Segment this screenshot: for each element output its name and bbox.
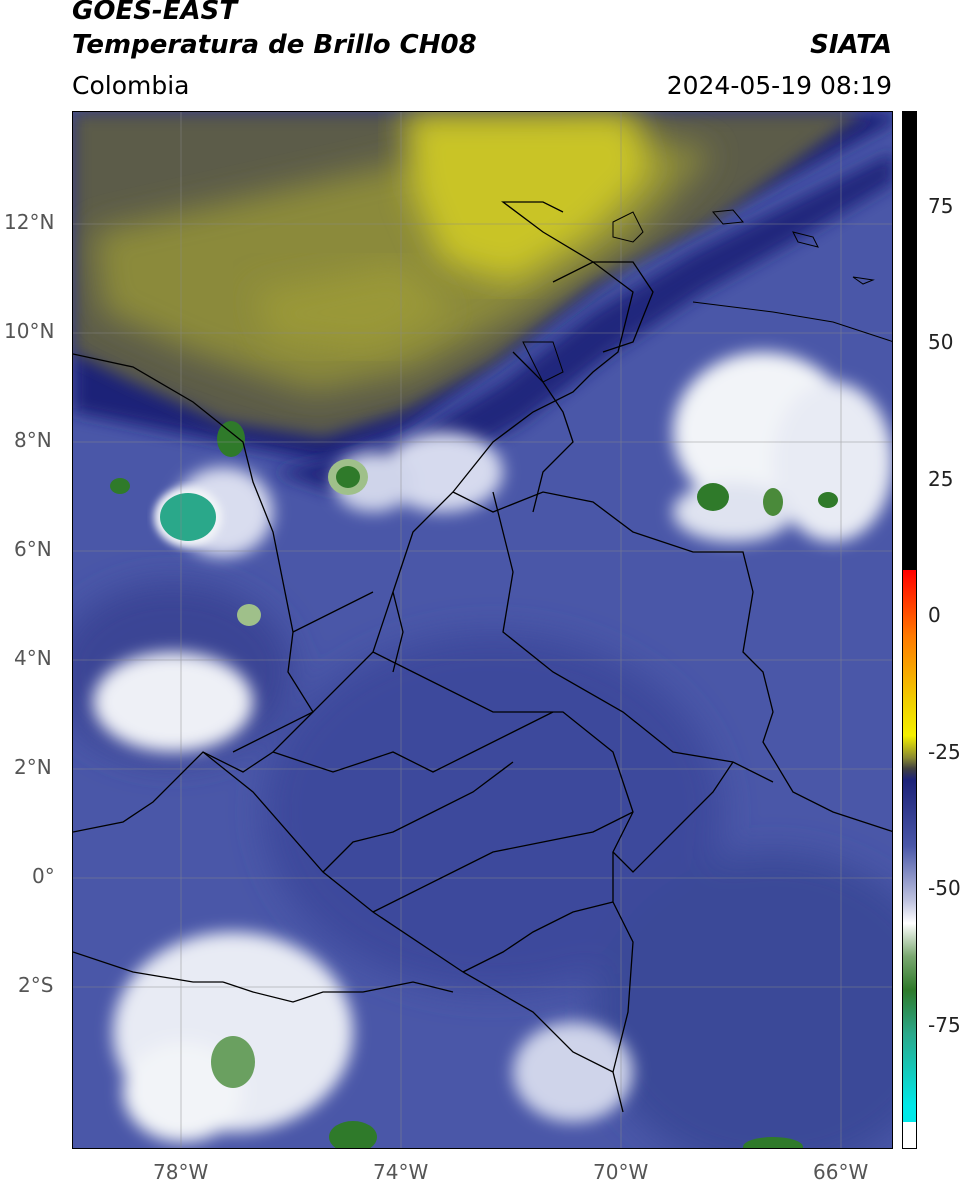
lon-label-74w: 74°W — [373, 1160, 429, 1184]
cbar-tick-minus50: -50 — [928, 876, 961, 900]
lat-label-0: 0° — [32, 864, 55, 888]
colorbar-gradient — [903, 112, 916, 1148]
lon-label-70w: 70°W — [593, 1160, 649, 1184]
timestamp-label: 2024-05-19 08:19 — [666, 71, 892, 100]
title-product: Temperatura de Brillo CH08 — [72, 30, 477, 60]
title-satellite: GOES-EAST — [72, 0, 238, 26]
cbar-tick-minus25: -25 — [928, 740, 961, 764]
cbar-tick-0: 0 — [928, 603, 941, 627]
cbar-tick-75: 75 — [928, 194, 954, 218]
lon-label-66w: 66°W — [813, 1160, 869, 1184]
lat-label-4n: 4°N — [14, 646, 52, 670]
lat-label-8n: 8°N — [14, 428, 52, 452]
moist-variation — [73, 582, 892, 1148]
lat-label-2s: 2°S — [18, 973, 54, 997]
coastline-details — [522, 209, 892, 383]
lat-label-6n: 6°N — [14, 537, 52, 561]
cbar-tick-minus75: -75 — [928, 1013, 961, 1037]
brand-label: SIATA — [810, 30, 892, 60]
cbar-tick-50: 50 — [928, 330, 954, 354]
country-borders — [73, 201, 892, 1113]
lat-label-2n: 2°N — [14, 755, 52, 779]
dry-air-region — [73, 112, 892, 462]
lon-label-78w: 78°W — [153, 1160, 209, 1184]
moist-front — [273, 152, 892, 492]
convective-cores — [110, 421, 838, 1148]
satellite-map[interactable] — [72, 111, 893, 1149]
colorbar — [902, 111, 917, 1149]
map-canvas — [73, 112, 892, 1148]
lat-label-12n: 12°N — [4, 210, 55, 234]
lat-label-10n: 10°N — [4, 319, 55, 343]
cbar-tick-25: 25 — [928, 467, 954, 491]
graticule — [73, 112, 892, 1148]
region-label: Colombia — [72, 71, 190, 100]
